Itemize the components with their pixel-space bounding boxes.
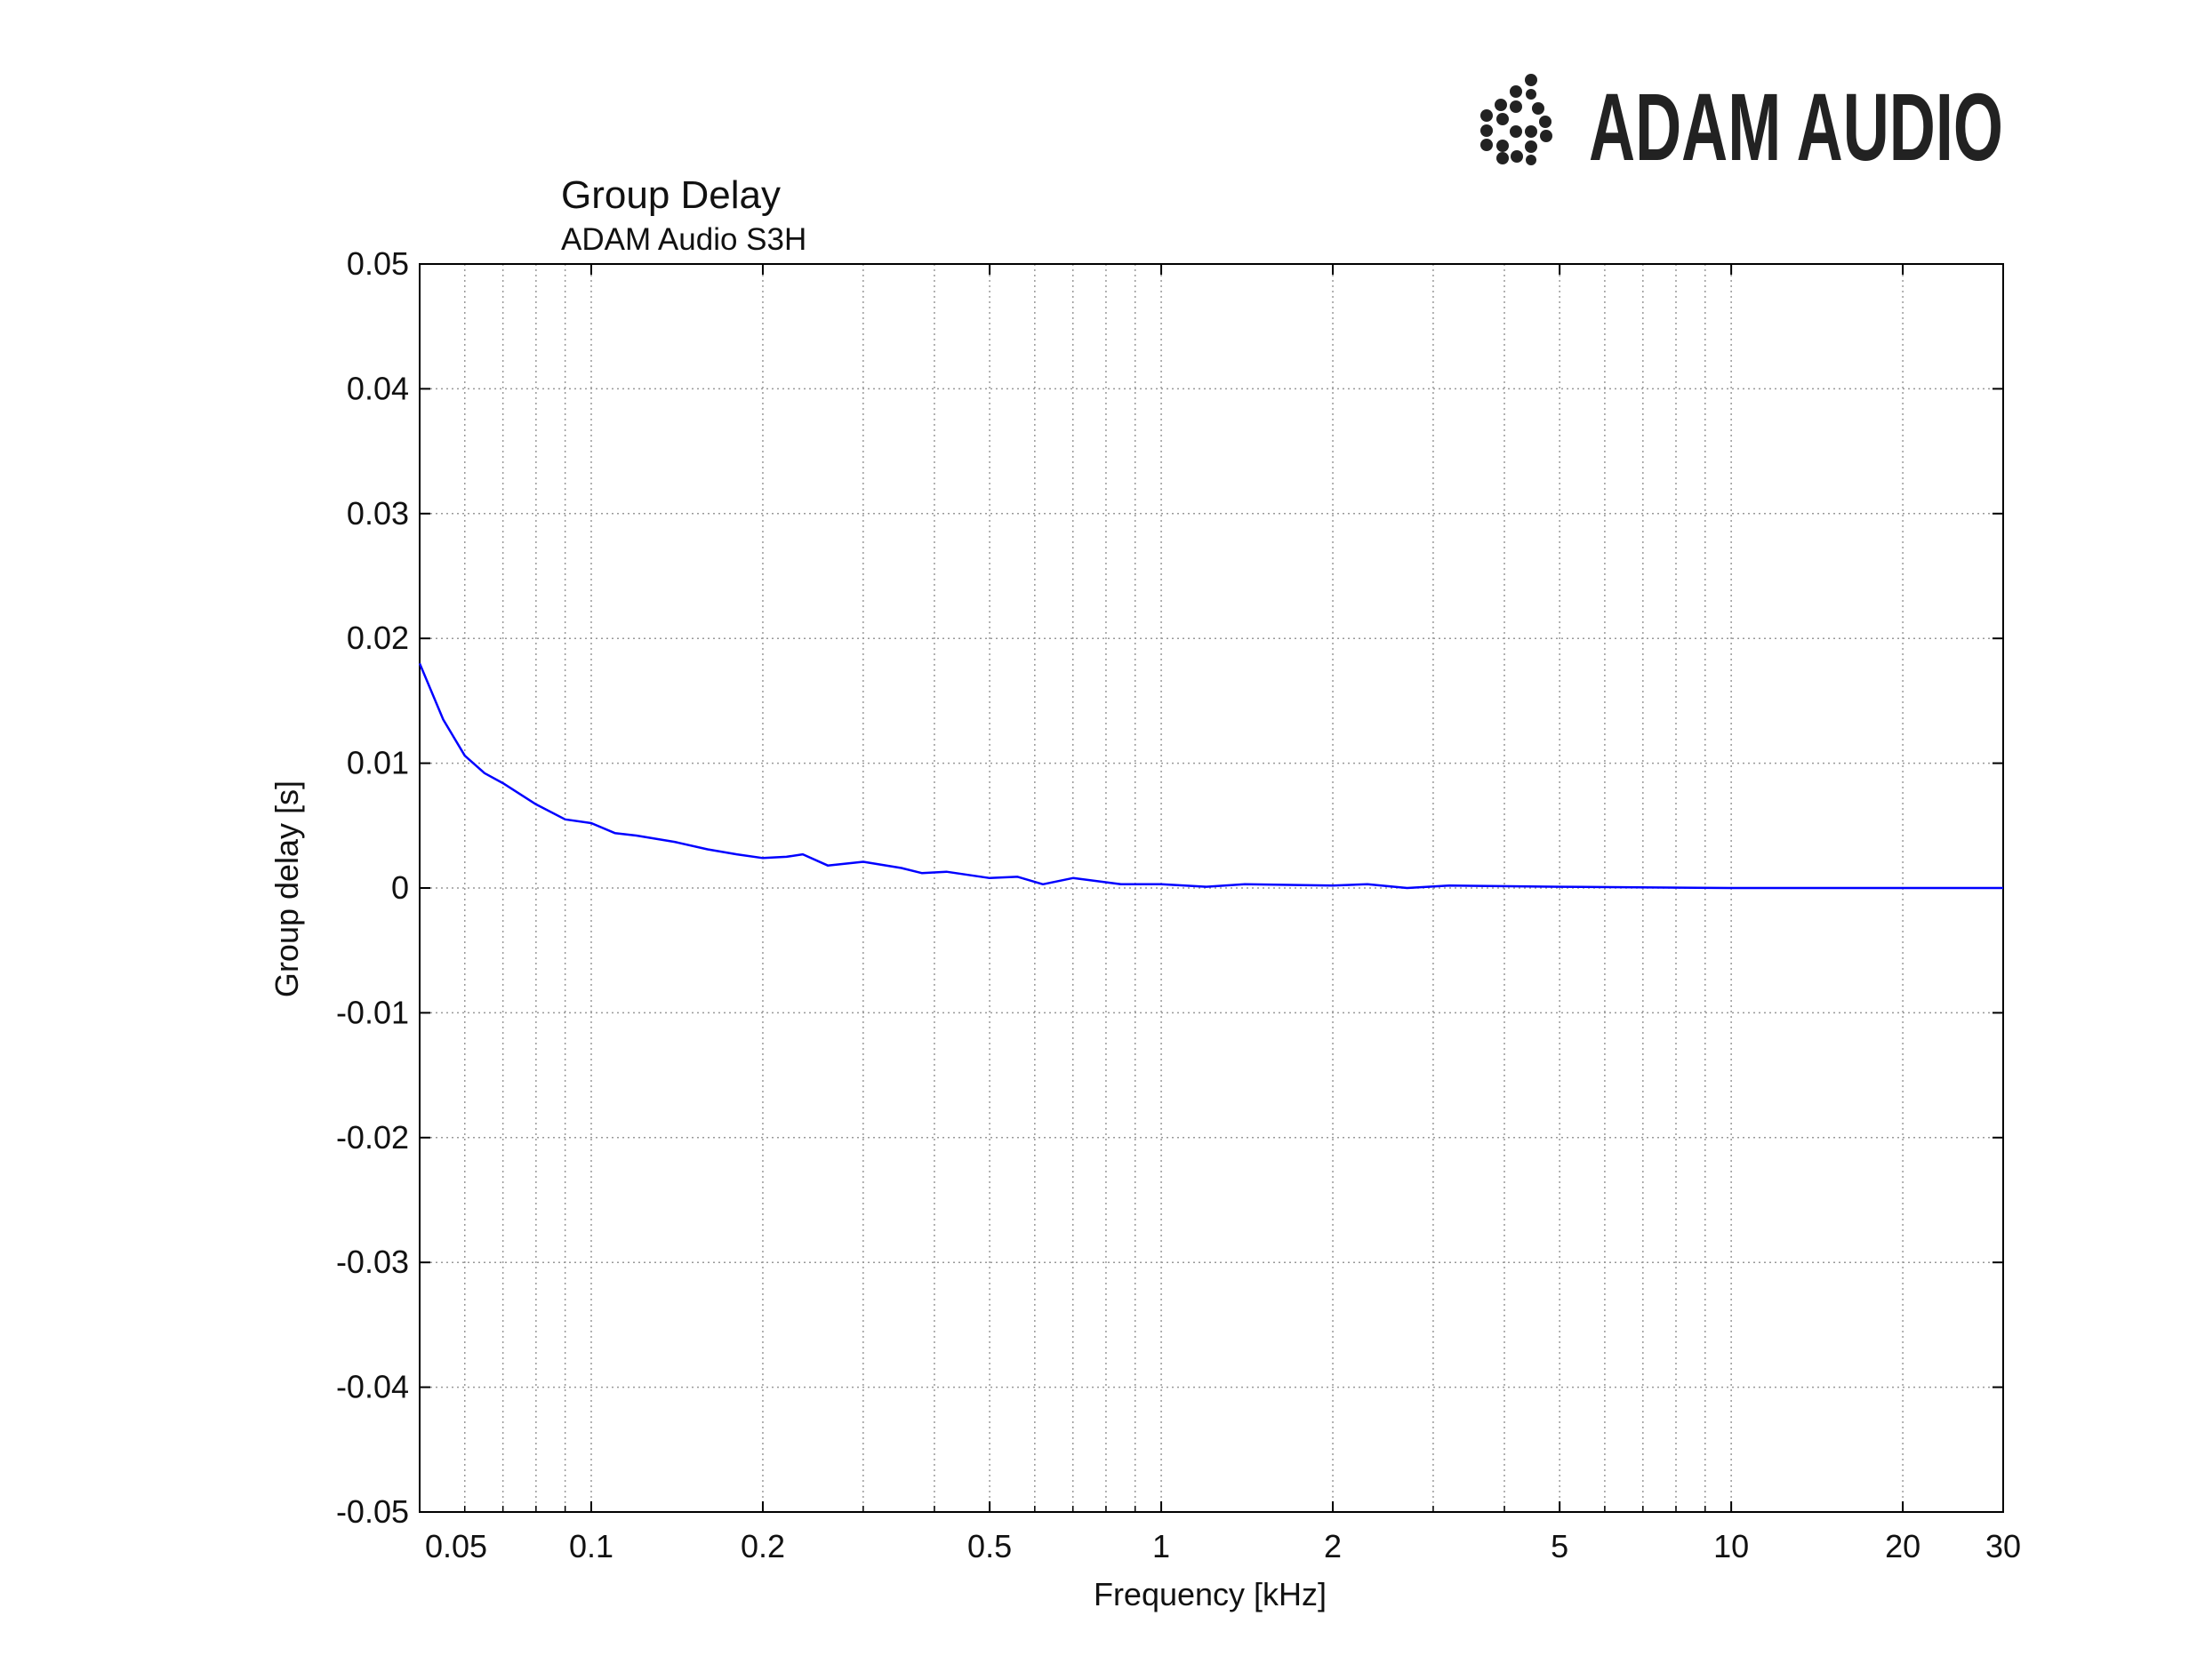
y-tick-label: -0.04 — [336, 1369, 409, 1405]
x-axis-label: Frequency [kHz] — [1094, 1576, 1327, 1612]
y-tick-label: 0.05 — [347, 245, 409, 282]
y-tick-label: -0.05 — [336, 1493, 409, 1530]
x-tick-label: 30 — [1985, 1528, 2021, 1564]
x-tick-label: 0.2 — [741, 1528, 785, 1564]
x-tick-label: 0.5 — [967, 1528, 1012, 1564]
data-line — [418, 662, 2003, 890]
y-tick-label: 0.04 — [347, 370, 409, 406]
x-tick-label: 2 — [1324, 1528, 1342, 1564]
y-tick-label: 0 — [391, 869, 409, 906]
y-tick-label: -0.01 — [336, 994, 409, 1030]
y-tick-label: 0.01 — [347, 745, 409, 781]
brand: ADAM AUDIO — [1589, 73, 2003, 180]
y-tick-label: 0.03 — [347, 495, 409, 532]
y-tick-label: -0.02 — [336, 1119, 409, 1156]
y-tick-label: -0.03 — [336, 1244, 409, 1280]
x-tick-label: 10 — [1713, 1528, 1749, 1564]
x-tick-label: 1 — [1152, 1528, 1170, 1564]
logo-icon — [1480, 74, 1552, 165]
y-tick-label: 0.02 — [347, 620, 409, 656]
x-tick-label: 0.1 — [569, 1528, 613, 1564]
y-axis-label: Group delay [s] — [269, 780, 305, 997]
chart-subtitle: ADAM Audio S3H — [561, 222, 806, 257]
x-tick-label: 20 — [1885, 1528, 1920, 1564]
x-tick-label: 5 — [1551, 1528, 1568, 1564]
chart-title: Group Delay — [561, 173, 781, 217]
x-tick-label: 0.05 — [425, 1528, 487, 1564]
